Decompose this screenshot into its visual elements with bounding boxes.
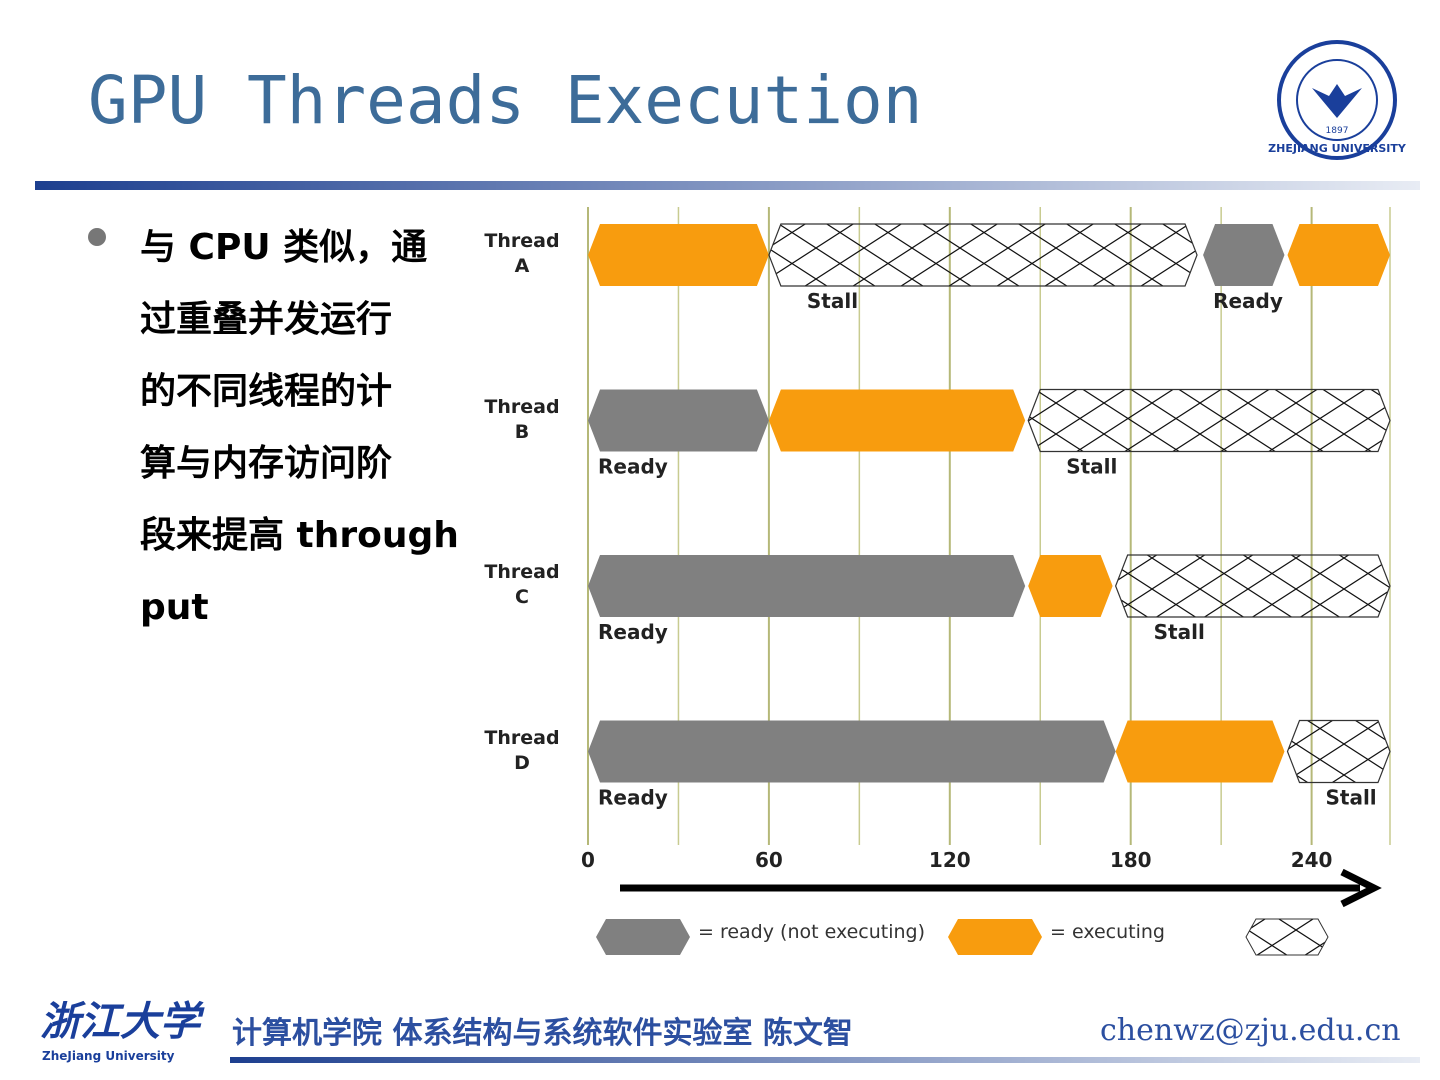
segment [1114, 554, 1391, 618]
logo-name: ZHEJIANG UNIVERSITY [1268, 142, 1407, 155]
x-tick-label: 180 [1110, 848, 1152, 872]
footer-email: chenwz@zju.edu.cn [1100, 1013, 1401, 1048]
thread-label: Thread B [484, 395, 560, 443]
segment [588, 389, 769, 452]
legend-swatch [596, 919, 690, 955]
legend-label: = executing [1050, 921, 1165, 943]
legend-swatch [948, 919, 1042, 955]
bullet-text: 与 CPU 类似，通 过重叠并发运行 的不同线程的计 算与内存访问阶段来提高 thro… [140, 212, 459, 644]
segment [768, 389, 1026, 452]
bullet-line: 与 CPU 类似，通 [140, 227, 428, 268]
segment [1028, 555, 1113, 617]
segment [1115, 720, 1285, 783]
arrow-head [1340, 868, 1382, 908]
segment-label: Stall [1066, 455, 1117, 479]
segment-label: Ready [598, 786, 668, 810]
segment [588, 224, 769, 286]
segment-label: Ready [598, 620, 668, 644]
bullet-line: put [140, 587, 209, 628]
thread-label: Thread C [484, 561, 560, 608]
segment [1203, 224, 1285, 286]
segment [1027, 388, 1391, 453]
legend-swatch [1245, 918, 1329, 956]
segment-label: Ready [598, 455, 668, 479]
logo-emblem [1312, 84, 1362, 118]
bullet-line: 的不同线程的计 [140, 371, 393, 412]
footer-logo-sub: ZheJiang University [42, 1049, 175, 1063]
thread-label: Thread A [484, 230, 560, 277]
segment-label: Stall [807, 289, 858, 313]
segment [588, 555, 1026, 617]
bullet-dot [88, 228, 106, 246]
segment-label: Ready [1213, 289, 1283, 313]
segment-label: Stall [1154, 620, 1205, 644]
logo-ring [1277, 40, 1397, 160]
footer-text: 计算机学院 体系结构与系统软件实验室 陈文智 [232, 1016, 853, 1051]
thread-label: Thread D [484, 726, 560, 774]
segment [1287, 224, 1390, 286]
footer-rule [230, 1057, 1420, 1063]
bullet-line: 算与内存访问阶 [140, 443, 393, 484]
x-tick-label: 60 [755, 848, 783, 872]
x-tick-label: 120 [929, 848, 971, 872]
legend-label: = ready (not executing) [698, 921, 925, 943]
x-tick-label: 0 [581, 848, 595, 872]
slide-title: GPU Threads Execution [88, 62, 923, 139]
segment [1286, 719, 1391, 784]
logo-year: 1897 [1326, 126, 1349, 136]
bullet-line: 段来提高 through [140, 515, 459, 556]
logo-inner [1296, 59, 1378, 141]
segment [588, 720, 1116, 783]
bullet-line: 过重叠并发运行 [140, 299, 393, 340]
x-tick-label: 240 [1291, 848, 1333, 872]
segment [768, 223, 1198, 287]
header-rule [35, 181, 1420, 190]
segment-label: Stall [1325, 786, 1376, 810]
footer-logo: 浙江大学 [40, 998, 205, 1045]
